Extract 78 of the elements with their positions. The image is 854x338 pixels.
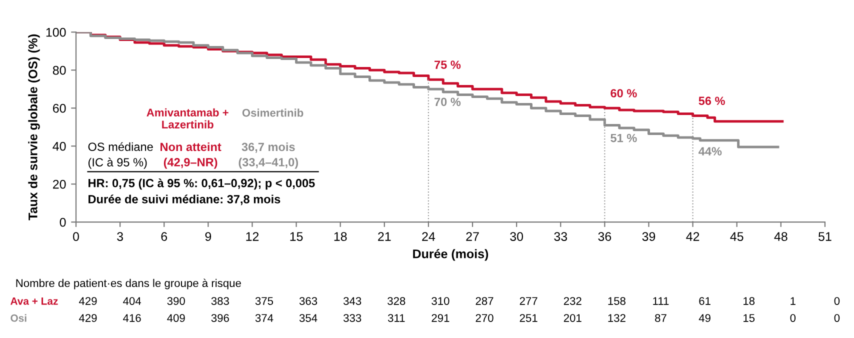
- text: 158: [608, 297, 626, 305]
- text: Osi: [10, 314, 26, 322]
- text: Ava + Laz: [10, 298, 58, 305]
- text: 333: [344, 314, 362, 322]
- text: 270: [476, 314, 494, 322]
- text: 111: [653, 297, 669, 305]
- x-tick-label: 45: [730, 232, 744, 241]
- x-tick-label: 51: [818, 232, 832, 241]
- text: 61: [699, 297, 710, 305]
- text: 291: [432, 314, 450, 322]
- x-tick-label: 3: [117, 232, 123, 241]
- annotation: 51 %: [610, 134, 637, 142]
- annotation: OS médiane (IC à 95 %): [88, 142, 153, 169]
- text: Nombre de patient·es dans le groupe à risque: [16, 278, 241, 290]
- x-tick-label: 21: [378, 232, 391, 241]
- annotation: 36,7 mois (33,4–41,0): [238, 142, 298, 169]
- text: 1: [790, 297, 796, 305]
- text: Osimertinib: [242, 108, 304, 117]
- y-tick-label: 0: [60, 218, 66, 227]
- text: 232: [564, 297, 582, 305]
- annotation: Durée de suivi médiane: 37,8 mois: [88, 194, 280, 206]
- text: 0: [834, 297, 840, 305]
- x-axis-title: Durée (mois): [413, 248, 488, 261]
- annotation: 70 %: [434, 98, 461, 106]
- y-tick-label: 100: [46, 28, 66, 37]
- annotation: 56 %: [698, 96, 725, 106]
- text: Amivantamab + Lazertinib: [146, 108, 228, 128]
- text: 375: [255, 297, 274, 305]
- x-tick-label: 39: [642, 232, 656, 241]
- text: 429: [78, 297, 97, 305]
- annotation: 44%: [698, 147, 722, 156]
- annotation: Non atteint (42,9–NR): [160, 142, 222, 169]
- annotation: HR: 0,75 (IC à 95 %: 0,61–0,92); p < 0,005: [88, 178, 315, 190]
- text: 374: [255, 314, 274, 322]
- y-tick-label: 20: [53, 180, 66, 189]
- text: 343: [344, 297, 362, 305]
- x-tick-label: 36: [598, 232, 612, 241]
- x-tick-label: 27: [466, 232, 479, 241]
- text: 287: [476, 297, 494, 305]
- text: 390: [167, 297, 185, 305]
- text: 0: [790, 314, 796, 322]
- text: 49: [698, 314, 710, 322]
- x-tick-label: 0: [73, 232, 79, 241]
- text: 416: [123, 314, 141, 322]
- text: 251: [520, 314, 538, 322]
- text: 15: [744, 314, 755, 322]
- x-tick-label: 18: [334, 232, 347, 241]
- text: 383: [211, 297, 229, 305]
- text: 87: [655, 314, 666, 322]
- annotation: 60 %: [610, 89, 637, 98]
- text: 18: [744, 297, 755, 305]
- y-tick-label: 40: [52, 142, 66, 151]
- x-tick-label: 9: [205, 232, 212, 241]
- x-tick-label: 30: [510, 232, 524, 241]
- y-tick-label: 80: [52, 66, 66, 75]
- annotation: 75 %: [434, 60, 461, 69]
- y-tick-label: 60: [53, 104, 66, 113]
- text: 311: [388, 314, 405, 322]
- x-tick-label: 33: [554, 232, 568, 241]
- text: 132: [608, 314, 626, 322]
- text: 429: [78, 314, 97, 322]
- x-tick-label: 48: [774, 232, 788, 241]
- text: 310: [432, 297, 450, 305]
- x-tick-label: 15: [290, 232, 303, 241]
- x-tick-label: 24: [422, 232, 436, 241]
- x-tick-label: 12: [246, 232, 259, 241]
- text: 201: [564, 314, 582, 322]
- text: 354: [299, 314, 318, 322]
- text: 328: [388, 297, 406, 305]
- text: 396: [211, 314, 229, 322]
- y-axis-title: Taux de survie globale (OS) (%): [28, 34, 40, 220]
- text: 363: [299, 297, 318, 305]
- text: 277: [520, 297, 538, 305]
- text: 404: [123, 297, 142, 305]
- x-tick-label: 6: [161, 232, 168, 241]
- x-tick-label: 42: [686, 232, 700, 241]
- text: 409: [167, 314, 185, 322]
- text: 0: [834, 314, 840, 322]
